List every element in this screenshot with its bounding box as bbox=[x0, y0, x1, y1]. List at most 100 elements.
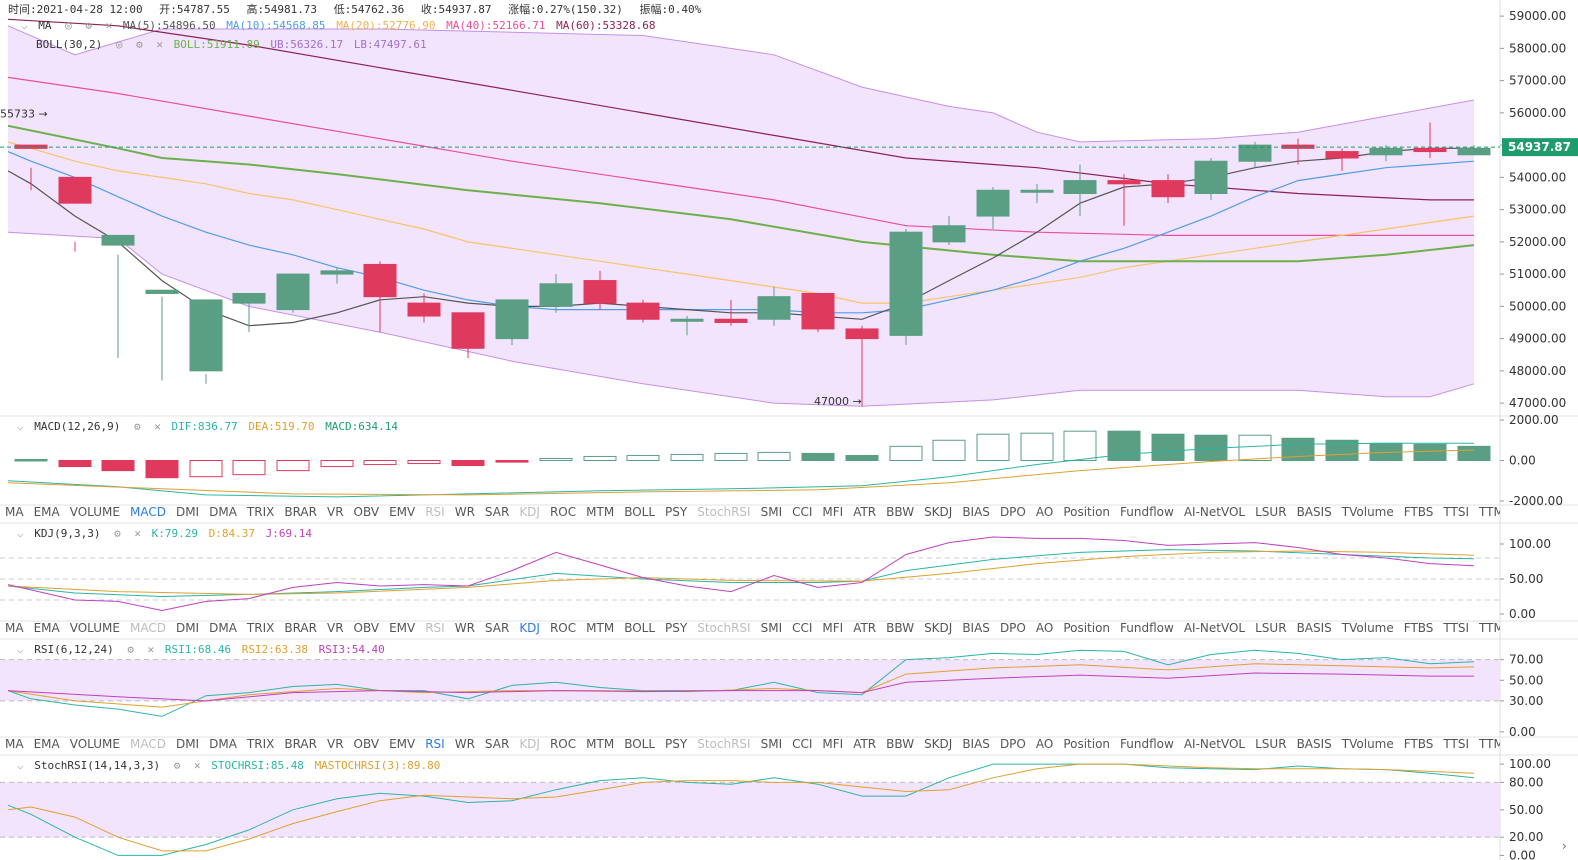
tab-mtm[interactable]: MTM bbox=[586, 505, 615, 519]
tab-boll[interactable]: BOLL bbox=[624, 505, 656, 519]
tab-mtm[interactable]: MTM bbox=[586, 621, 615, 635]
tab-ttsi[interactable]: TTSI bbox=[1443, 505, 1470, 519]
tab-brar[interactable]: BRAR bbox=[284, 621, 317, 635]
tab-roc[interactable]: ROC bbox=[549, 505, 577, 519]
gear-icon[interactable]: ⚙ bbox=[173, 759, 181, 772]
close-icon[interactable]: ✕ bbox=[156, 38, 163, 51]
tab-atr[interactable]: ATR bbox=[853, 737, 877, 751]
tab-atr[interactable]: ATR bbox=[853, 505, 877, 519]
tab-skdj[interactable]: SKDJ bbox=[924, 505, 953, 519]
tab-ftbs[interactable]: FTBS bbox=[1403, 737, 1434, 751]
tab-dma[interactable]: DMA bbox=[209, 505, 237, 519]
tab-basis[interactable]: BASIS bbox=[1296, 737, 1332, 751]
tab-bias[interactable]: BIAS bbox=[962, 505, 990, 519]
tab-ma[interactable]: MA bbox=[5, 737, 24, 751]
gear-icon[interactable]: ⚙ bbox=[133, 420, 141, 433]
tab-dmi[interactable]: DMI bbox=[175, 737, 200, 751]
tab-stochrsi[interactable]: StochRSI bbox=[697, 621, 751, 635]
tab-dpo[interactable]: DPO bbox=[999, 737, 1026, 751]
tab-lsur[interactable]: LSUR bbox=[1255, 621, 1287, 635]
tab-obv[interactable]: OBV bbox=[353, 621, 380, 635]
tab-bias[interactable]: BIAS bbox=[962, 737, 990, 751]
tab-ai-netvol[interactable]: AI-NetVOL bbox=[1183, 505, 1246, 519]
tab-vr[interactable]: VR bbox=[326, 621, 344, 635]
tab-bbw[interactable]: BBW bbox=[886, 621, 915, 635]
tab-ttsi[interactable]: TTSI bbox=[1443, 737, 1470, 751]
tab-smi[interactable]: SMI bbox=[760, 737, 783, 751]
tab-dma[interactable]: DMA bbox=[209, 621, 237, 635]
tab-brar[interactable]: BRAR bbox=[284, 737, 317, 751]
close-icon[interactable]: ✕ bbox=[154, 420, 161, 433]
tab-cci[interactable]: CCI bbox=[792, 621, 813, 635]
tab-macd[interactable]: MACD bbox=[129, 737, 166, 751]
tab-kdj[interactable]: KDJ bbox=[519, 737, 540, 751]
tab-volume[interactable]: VOLUME bbox=[69, 737, 120, 751]
tab-boll[interactable]: BOLL bbox=[624, 737, 656, 751]
tab-smi[interactable]: SMI bbox=[760, 505, 783, 519]
tab-boll[interactable]: BOLL bbox=[624, 621, 656, 635]
tab-ema[interactable]: EMA bbox=[33, 621, 60, 635]
tab-volume[interactable]: VOLUME bbox=[69, 505, 120, 519]
tab-ftbs[interactable]: FTBS bbox=[1403, 621, 1434, 635]
collapse-chevron-icon[interactable]: ⌵ bbox=[21, 19, 28, 32]
tab-trix[interactable]: TRIX bbox=[246, 505, 275, 519]
tab-ma[interactable]: MA bbox=[5, 621, 24, 635]
gear-icon[interactable]: ⚙ bbox=[127, 643, 134, 656]
tab-position[interactable]: Position bbox=[1063, 621, 1111, 635]
tab-macd[interactable]: MACD bbox=[129, 621, 166, 635]
tab-psy[interactable]: PSY bbox=[665, 505, 688, 519]
tab-dmi[interactable]: DMI bbox=[175, 621, 200, 635]
tab-mtm[interactable]: MTM bbox=[586, 737, 615, 751]
tab-tvolume[interactable]: TVolume bbox=[1341, 505, 1394, 519]
tab-ttmu[interactable]: TTMU bbox=[1479, 505, 1500, 519]
eye-icon[interactable]: ◎ bbox=[65, 19, 72, 32]
scroll-right-icon[interactable]: › bbox=[1562, 839, 1567, 853]
collapse-chevron-icon[interactable]: ⌵ bbox=[17, 527, 24, 540]
tab-position[interactable]: Position bbox=[1063, 737, 1111, 751]
tab-atr[interactable]: ATR bbox=[853, 621, 877, 635]
tab-ema[interactable]: EMA bbox=[33, 505, 60, 519]
tab-ttsi[interactable]: TTSI bbox=[1443, 621, 1470, 635]
tab-vr[interactable]: VR bbox=[326, 737, 344, 751]
tab-fundflow[interactable]: Fundflow bbox=[1120, 505, 1174, 519]
tab-ao[interactable]: AO bbox=[1035, 621, 1054, 635]
tab-skdj[interactable]: SKDJ bbox=[924, 621, 953, 635]
tab-rsi[interactable]: RSI bbox=[425, 621, 445, 635]
tab-stochrsi[interactable]: StochRSI bbox=[697, 737, 751, 751]
tab-ai-netvol[interactable]: AI-NetVOL bbox=[1183, 621, 1246, 635]
gear-icon[interactable]: ⚙ bbox=[85, 19, 92, 32]
tab-psy[interactable]: PSY bbox=[665, 737, 688, 751]
tab-ao[interactable]: AO bbox=[1035, 505, 1054, 519]
tab-smi[interactable]: SMI bbox=[760, 621, 783, 635]
tab-ttmu[interactable]: TTMU bbox=[1479, 737, 1500, 751]
tab-basis[interactable]: BASIS bbox=[1296, 505, 1332, 519]
tab-bias[interactable]: BIAS bbox=[962, 621, 990, 635]
tab-macd[interactable]: MACD bbox=[129, 505, 166, 519]
tab-fundflow[interactable]: Fundflow bbox=[1120, 621, 1174, 635]
tab-cci[interactable]: CCI bbox=[792, 505, 813, 519]
collapse-chevron-icon[interactable]: ⌵ bbox=[17, 420, 24, 433]
tab-tvolume[interactable]: TVolume bbox=[1341, 737, 1394, 751]
tab-skdj[interactable]: SKDJ bbox=[924, 737, 953, 751]
tab-ma[interactable]: MA bbox=[5, 505, 24, 519]
close-icon[interactable]: ✕ bbox=[193, 759, 201, 772]
tab-ema[interactable]: EMA bbox=[33, 737, 60, 751]
tab-psy[interactable]: PSY bbox=[665, 621, 688, 635]
tab-kdj[interactable]: KDJ bbox=[519, 621, 540, 635]
tab-dma[interactable]: DMA bbox=[209, 737, 237, 751]
tab-dpo[interactable]: DPO bbox=[999, 505, 1026, 519]
tab-dmi[interactable]: DMI bbox=[175, 505, 200, 519]
gear-icon[interactable]: ⚙ bbox=[136, 38, 143, 51]
tab-ao[interactable]: AO bbox=[1035, 737, 1054, 751]
eye-icon[interactable]: ◎ bbox=[115, 38, 123, 51]
tab-mfi[interactable]: MFI bbox=[822, 737, 844, 751]
tab-emv[interactable]: EMV bbox=[389, 505, 416, 519]
close-icon[interactable]: ✕ bbox=[147, 643, 155, 656]
tab-wr[interactable]: WR bbox=[454, 621, 475, 635]
tab-lsur[interactable]: LSUR bbox=[1255, 505, 1287, 519]
tab-cci[interactable]: CCI bbox=[792, 737, 813, 751]
tab-tvolume[interactable]: TVolume bbox=[1341, 621, 1394, 635]
collapse-chevron-icon[interactable]: ⌵ bbox=[17, 643, 24, 656]
tab-obv[interactable]: OBV bbox=[353, 737, 380, 751]
